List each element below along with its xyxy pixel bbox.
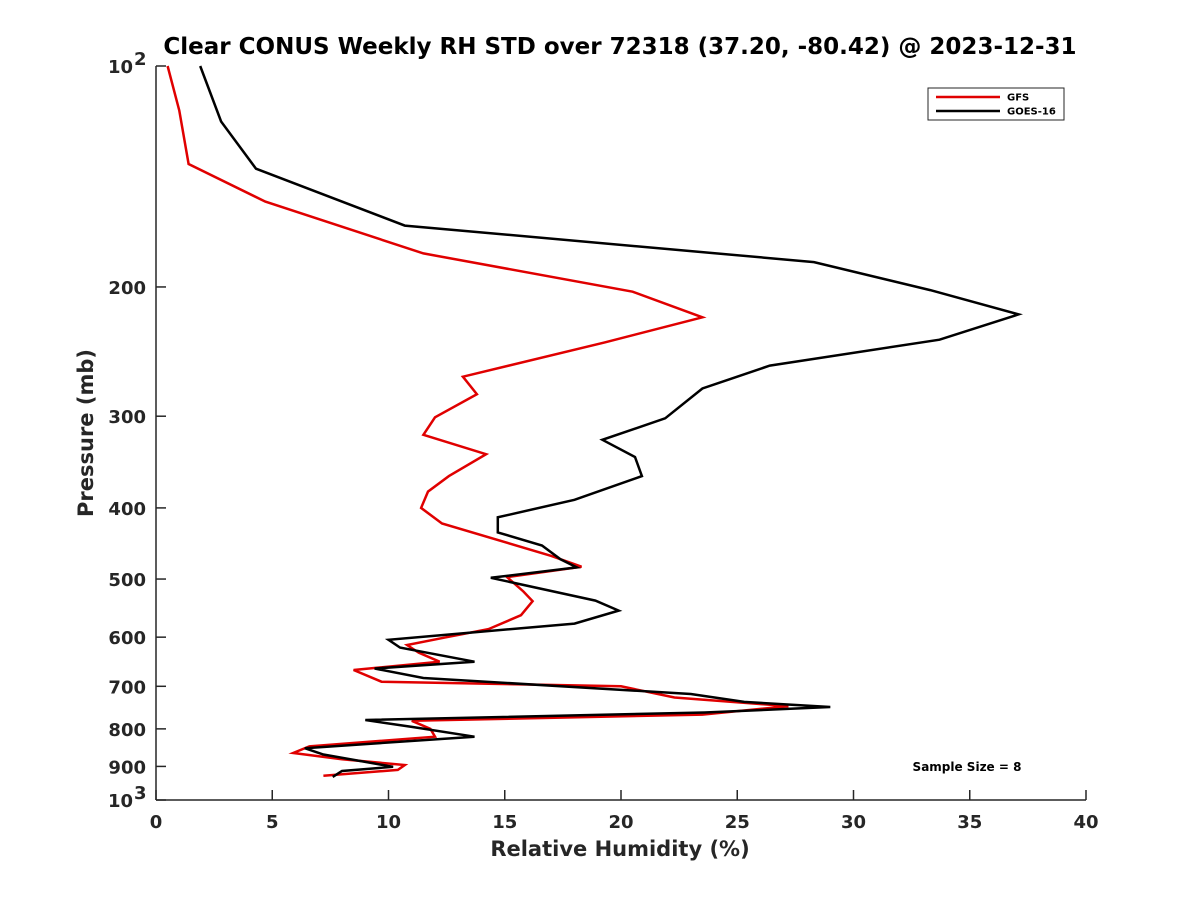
y-tick-label: 800 bbox=[108, 720, 146, 741]
series-layer bbox=[166, 65, 1023, 778]
y-tick-label: 300 bbox=[108, 407, 146, 428]
x-tick-label: 0 bbox=[150, 812, 163, 833]
y-axis-label: Pressure (mb) bbox=[74, 349, 98, 517]
y-tick-label: 700 bbox=[108, 677, 146, 698]
series-line-goes-16 bbox=[199, 65, 1023, 778]
x-tick-label: 5 bbox=[266, 812, 279, 833]
x-tick-label: 15 bbox=[492, 812, 517, 833]
y-tick-label: 500 bbox=[108, 570, 146, 591]
x-tick-label: 30 bbox=[841, 812, 866, 833]
y-tick-label: 10 bbox=[108, 791, 133, 812]
y-tick-label: 10 bbox=[108, 57, 133, 78]
x-tick-label: 25 bbox=[725, 812, 750, 833]
y-tick-label: 900 bbox=[108, 757, 146, 778]
y-tick-label: 200 bbox=[108, 278, 146, 299]
x-tick-label: 10 bbox=[376, 812, 401, 833]
plot-area: 0 5 10 15 20 25 30 35 40 10 220030040050060070080… bbox=[108, 49, 1099, 833]
legend-label: GFS bbox=[1007, 93, 1029, 104]
legend-box bbox=[927, 87, 1065, 121]
y-tick-exponent: 2 bbox=[134, 49, 147, 70]
sample-size-annotation: Sample Size = 8 bbox=[913, 760, 1022, 774]
legend-label: GOES-16 bbox=[1007, 107, 1056, 118]
legend: GFS GOES-16 bbox=[927, 87, 1065, 121]
chart-title: Clear CONUS Weekly RH STD over 72318 (37… bbox=[163, 34, 1076, 60]
x-tick-label: 35 bbox=[957, 812, 982, 833]
y-tick-label: 400 bbox=[108, 499, 146, 520]
x-tick-label: 20 bbox=[608, 812, 633, 833]
x-axis-label: Relative Humidity (%) bbox=[490, 837, 749, 861]
y-tick-label: 600 bbox=[108, 628, 146, 649]
x-tick-label: 40 bbox=[1073, 812, 1098, 833]
y-tick-exponent: 3 bbox=[134, 783, 147, 804]
x-axis-ticks: 0 5 10 15 20 25 30 35 40 bbox=[150, 790, 1099, 833]
